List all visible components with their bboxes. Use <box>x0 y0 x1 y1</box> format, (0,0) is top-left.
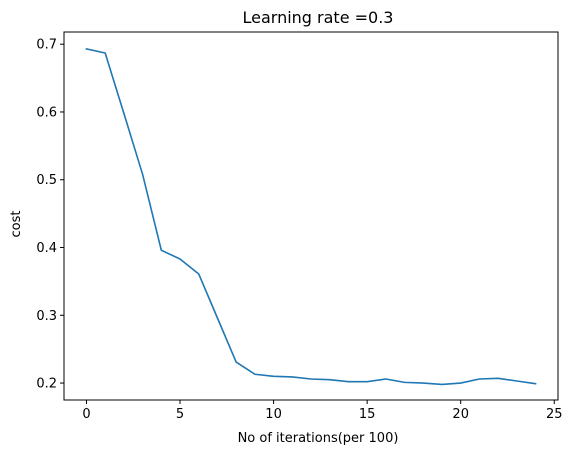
x-axis-label: No of iterations(per 100) <box>238 431 399 446</box>
y-axis-label: cost <box>9 211 24 238</box>
y-tick-label: 0.4 <box>36 241 57 256</box>
x-tick-label: 15 <box>359 407 376 422</box>
chart-title: Learning rate =0.3 <box>243 8 394 27</box>
x-tick-label: 20 <box>452 407 469 422</box>
x-tick-label: 5 <box>176 407 184 422</box>
y-tick-label: 0.3 <box>36 309 57 324</box>
y-tick-label: 0.6 <box>36 105 57 120</box>
x-tick-label: 0 <box>82 407 90 422</box>
x-tick-label: 25 <box>546 407 563 422</box>
y-tick-label: 0.2 <box>36 377 57 392</box>
plot-area: 0 5 10 15 20 25 0.2 0.3 0.4 0.5 0.6 0.7 <box>36 31 563 422</box>
axes-frame <box>63 31 559 401</box>
y-tick-label: 0.5 <box>36 173 57 188</box>
y-tick-label: 0.7 <box>36 38 57 53</box>
series-line-0 <box>85 47 537 386</box>
x-tick-label: 10 <box>265 407 282 422</box>
